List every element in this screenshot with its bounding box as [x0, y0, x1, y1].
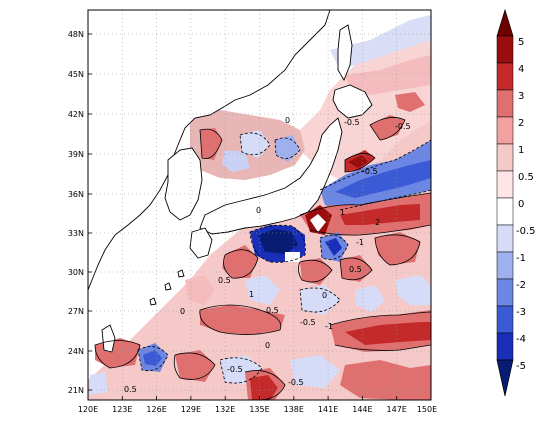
- colorbar-label: -4: [516, 334, 526, 345]
- lat-label: 48N: [68, 30, 84, 39]
- colorbar-label: -0.5: [516, 226, 536, 237]
- lat-label: 45N: [68, 70, 84, 79]
- lon-label: 123E: [112, 405, 132, 414]
- lon-label: 132E: [215, 405, 235, 414]
- lat-label: 24N: [68, 347, 84, 356]
- contour-label: -1: [356, 238, 364, 247]
- colorbar-label: -1: [516, 253, 526, 264]
- lon-label: 150E: [417, 405, 437, 414]
- colorbar-swatch: [496, 224, 514, 253]
- negative-contours: [137, 132, 431, 384]
- colorbar-label: 0: [518, 199, 524, 210]
- colorbar-label: -5: [516, 361, 526, 372]
- contour-label: -0.5: [288, 378, 304, 387]
- contour-label: 0: [285, 116, 290, 125]
- colorbar-swatch: [496, 251, 514, 280]
- contour-label: 0.5: [266, 306, 279, 315]
- axis-ticks: [87, 33, 432, 400]
- lon-label: 147E: [387, 405, 407, 414]
- lon-label: 144E: [352, 405, 372, 414]
- lon-label: 138E: [284, 405, 304, 414]
- colorbar: 5 4 3 2 1 0.5 0 -0.5 -1 -2 -3 -4 -5: [496, 8, 536, 397]
- contour-lines: [94, 117, 431, 400]
- contour-label: -1: [325, 322, 333, 331]
- contour-label: 0: [180, 307, 185, 316]
- lat-labels: 48N 45N 42N 39N 36N 33N 30N 27N 24N 21N: [68, 30, 84, 395]
- colorbar-label: 0.5: [518, 172, 534, 183]
- colorbar-top-arrow: [496, 8, 514, 37]
- colorbar-label: 5: [518, 37, 524, 48]
- lon-label: 120E: [78, 405, 98, 414]
- colorbar-swatch: [496, 197, 514, 226]
- colorbar-swatch: [496, 305, 514, 334]
- contour-label: -0.5: [227, 365, 243, 374]
- colorbar-label: 2: [518, 118, 524, 129]
- land-masses: [88, 10, 373, 353]
- contour-label: 1: [340, 208, 345, 217]
- colorbar-labels: 5 4 3 2 1 0.5 0 -0.5 -1 -2 -3 -4 -5: [516, 37, 536, 372]
- colorbar-label: -3: [516, 307, 526, 318]
- lat-label: 27N: [68, 307, 84, 316]
- contour-label: 0: [256, 206, 261, 215]
- colorbar-bottom-arrow: [496, 359, 514, 397]
- lat-label: 42N: [68, 110, 84, 119]
- contour-label: 1: [249, 290, 254, 299]
- colorbar-swatch: [496, 89, 514, 118]
- lat-label: 36N: [68, 190, 84, 199]
- lat-label: 39N: [68, 150, 84, 159]
- shaded-field: [88, 15, 431, 400]
- contour-label: 0.5: [349, 265, 362, 274]
- lon-label: 135E: [249, 405, 269, 414]
- lat-label: 30N: [68, 268, 84, 277]
- contour-label: 0: [265, 341, 270, 350]
- contour-label: -0.5: [362, 167, 378, 176]
- contour-label: 2: [375, 218, 380, 227]
- contour-label: 0: [322, 291, 327, 300]
- contour-label: -0.5: [344, 118, 360, 127]
- colorbar-swatch: [496, 35, 514, 64]
- colorbar-label: 1: [518, 145, 524, 156]
- colorbar-swatch: [496, 332, 514, 361]
- colorbar-swatch: [496, 62, 514, 91]
- colorbar-swatch: [496, 170, 514, 199]
- lon-label: 141E: [318, 405, 338, 414]
- colorbar-swatch: [496, 278, 514, 307]
- lat-label: 21N: [68, 386, 84, 395]
- contour-label: 0.5: [124, 385, 137, 394]
- contour-label: -0.5: [300, 318, 316, 327]
- colorbar-label: -2: [516, 280, 526, 291]
- colorbar-swatch: [496, 116, 514, 145]
- lon-label: 126E: [146, 405, 166, 414]
- lon-labels: 120E 123E 126E 129E 132E 135E 138E 141E …: [78, 405, 437, 414]
- contour-label-group: 0 0.5 0.5 0.5 1 1 2 -0.5 -0.5 -0.5 -0.5 …: [124, 116, 411, 394]
- colorbar-label: 3: [518, 91, 524, 102]
- contour-label: -0.5: [395, 122, 411, 131]
- graticule: [88, 10, 431, 400]
- colorbar-label: 4: [518, 64, 524, 75]
- lat-label: 33N: [68, 229, 84, 238]
- lon-label: 129E: [181, 405, 201, 414]
- contour-label: 0.5: [218, 276, 231, 285]
- colorbar-swatch: [496, 143, 514, 172]
